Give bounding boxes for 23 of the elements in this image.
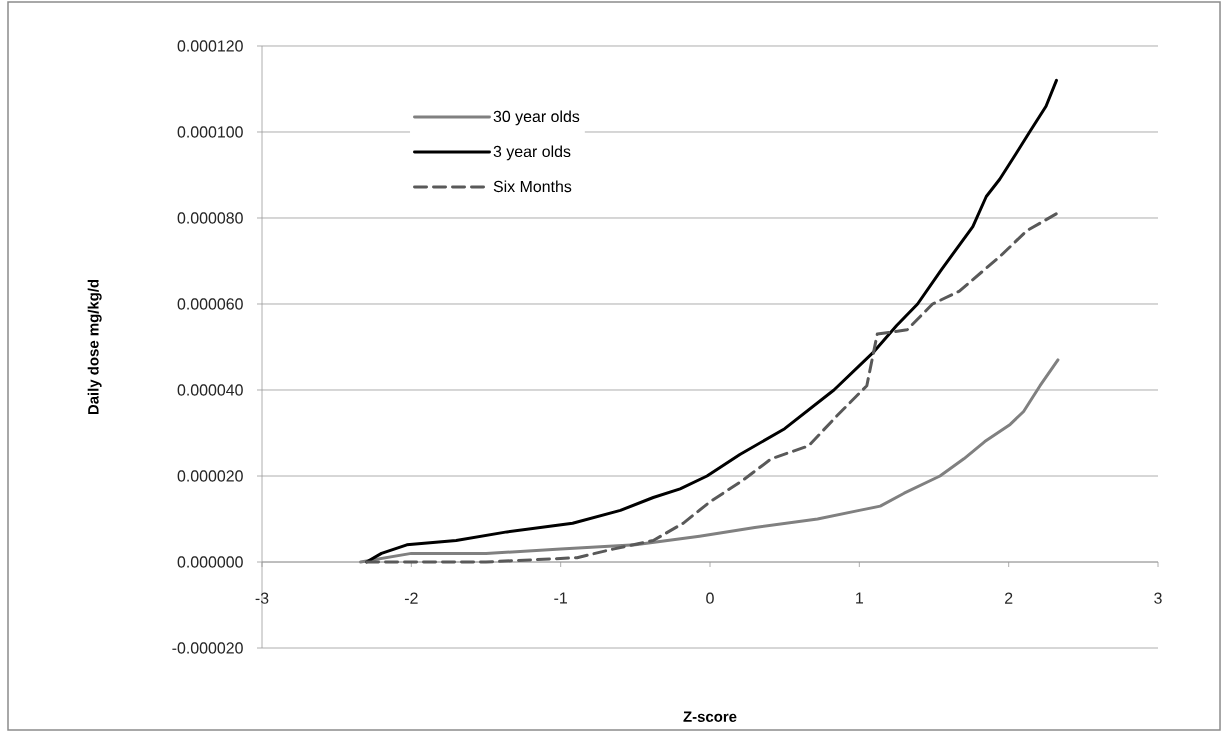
x-tick-label: 1 — [856, 592, 863, 604]
x-axis-title: Z-score — [683, 711, 737, 722]
y-tick-label: 0.000020 — [177, 470, 243, 482]
y-tick-label: 0.000040 — [177, 384, 243, 396]
legend-label: 30 year olds — [493, 110, 580, 126]
x-tick-label: -1 — [554, 592, 567, 604]
y-tick-label: 0.000100 — [177, 126, 243, 138]
y-tick-label: 0.000120 — [177, 40, 243, 52]
x-tick-label: 2 — [1005, 592, 1013, 604]
x-tick-label: -2 — [404, 592, 418, 604]
y-axis-title: Daily dose mg/kg/d — [87, 279, 102, 415]
line-series — [359, 358, 1060, 564]
line-series — [365, 212, 1058, 564]
legend-label: 3 year olds — [493, 145, 571, 161]
y-tick-label: 0.000060 — [177, 298, 243, 310]
x-tick-label: 0 — [706, 592, 714, 604]
x-tick-label: -3 — [255, 592, 269, 604]
y-tick-label: 0.000000 — [177, 556, 243, 568]
y-tick-label: 0.000080 — [177, 212, 243, 224]
line-series — [365, 78, 1058, 564]
legend-label: Six Months — [493, 180, 572, 193]
x-tick-label: 3 — [1154, 592, 1162, 604]
y-tick-label: -0.000020 — [172, 642, 243, 654]
